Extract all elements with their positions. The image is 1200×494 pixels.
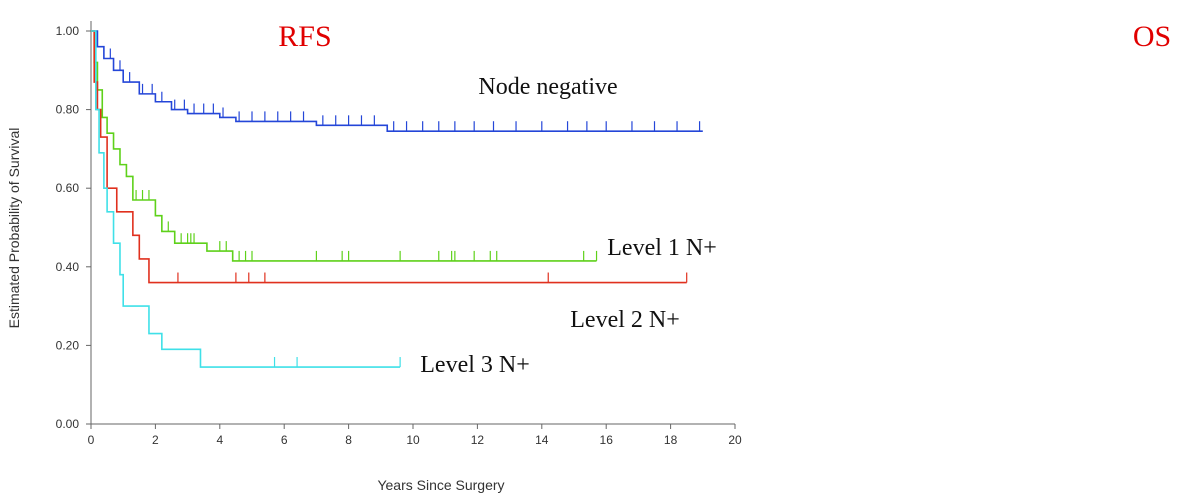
y-tick-label: 0.80 (56, 103, 80, 117)
x-tick-label: 16 (600, 433, 614, 447)
x-tick-label: 0 (88, 433, 95, 447)
x-tick-label: 8 (345, 433, 352, 447)
x-tick-label: 20 (728, 433, 742, 447)
x-tick-label: 18 (664, 433, 678, 447)
series-label: Level 2 N+ (570, 307, 680, 333)
y-axis-label: Estimated Probability of Survival (6, 128, 22, 329)
x-tick-label: 2 (152, 433, 159, 447)
y-tick-label: 0.00 (56, 417, 80, 431)
series-label: Node negative (478, 74, 617, 100)
chart-title: RFS (278, 20, 331, 53)
survival-line (91, 30, 401, 368)
annotation: OS (1133, 20, 1171, 53)
y-tick-label: 0.20 (56, 338, 80, 352)
x-tick-label: 14 (535, 433, 549, 447)
y-tick-label: 0.60 (56, 181, 80, 195)
series-label: Level 1 N+ (607, 235, 717, 261)
series-label: Level 3 N+ (420, 352, 530, 378)
survival-line (91, 30, 597, 262)
x-axis-label: Years Since Surgery (377, 477, 504, 493)
x-tick-label: 4 (216, 433, 223, 447)
y-tick-label: 0.40 (56, 260, 80, 274)
x-tick-label: 6 (281, 433, 288, 447)
x-tick-label: 10 (406, 433, 420, 447)
survival-line (91, 30, 687, 284)
y-tick-label: 1.00 (56, 24, 80, 38)
x-tick-label: 12 (471, 433, 485, 447)
